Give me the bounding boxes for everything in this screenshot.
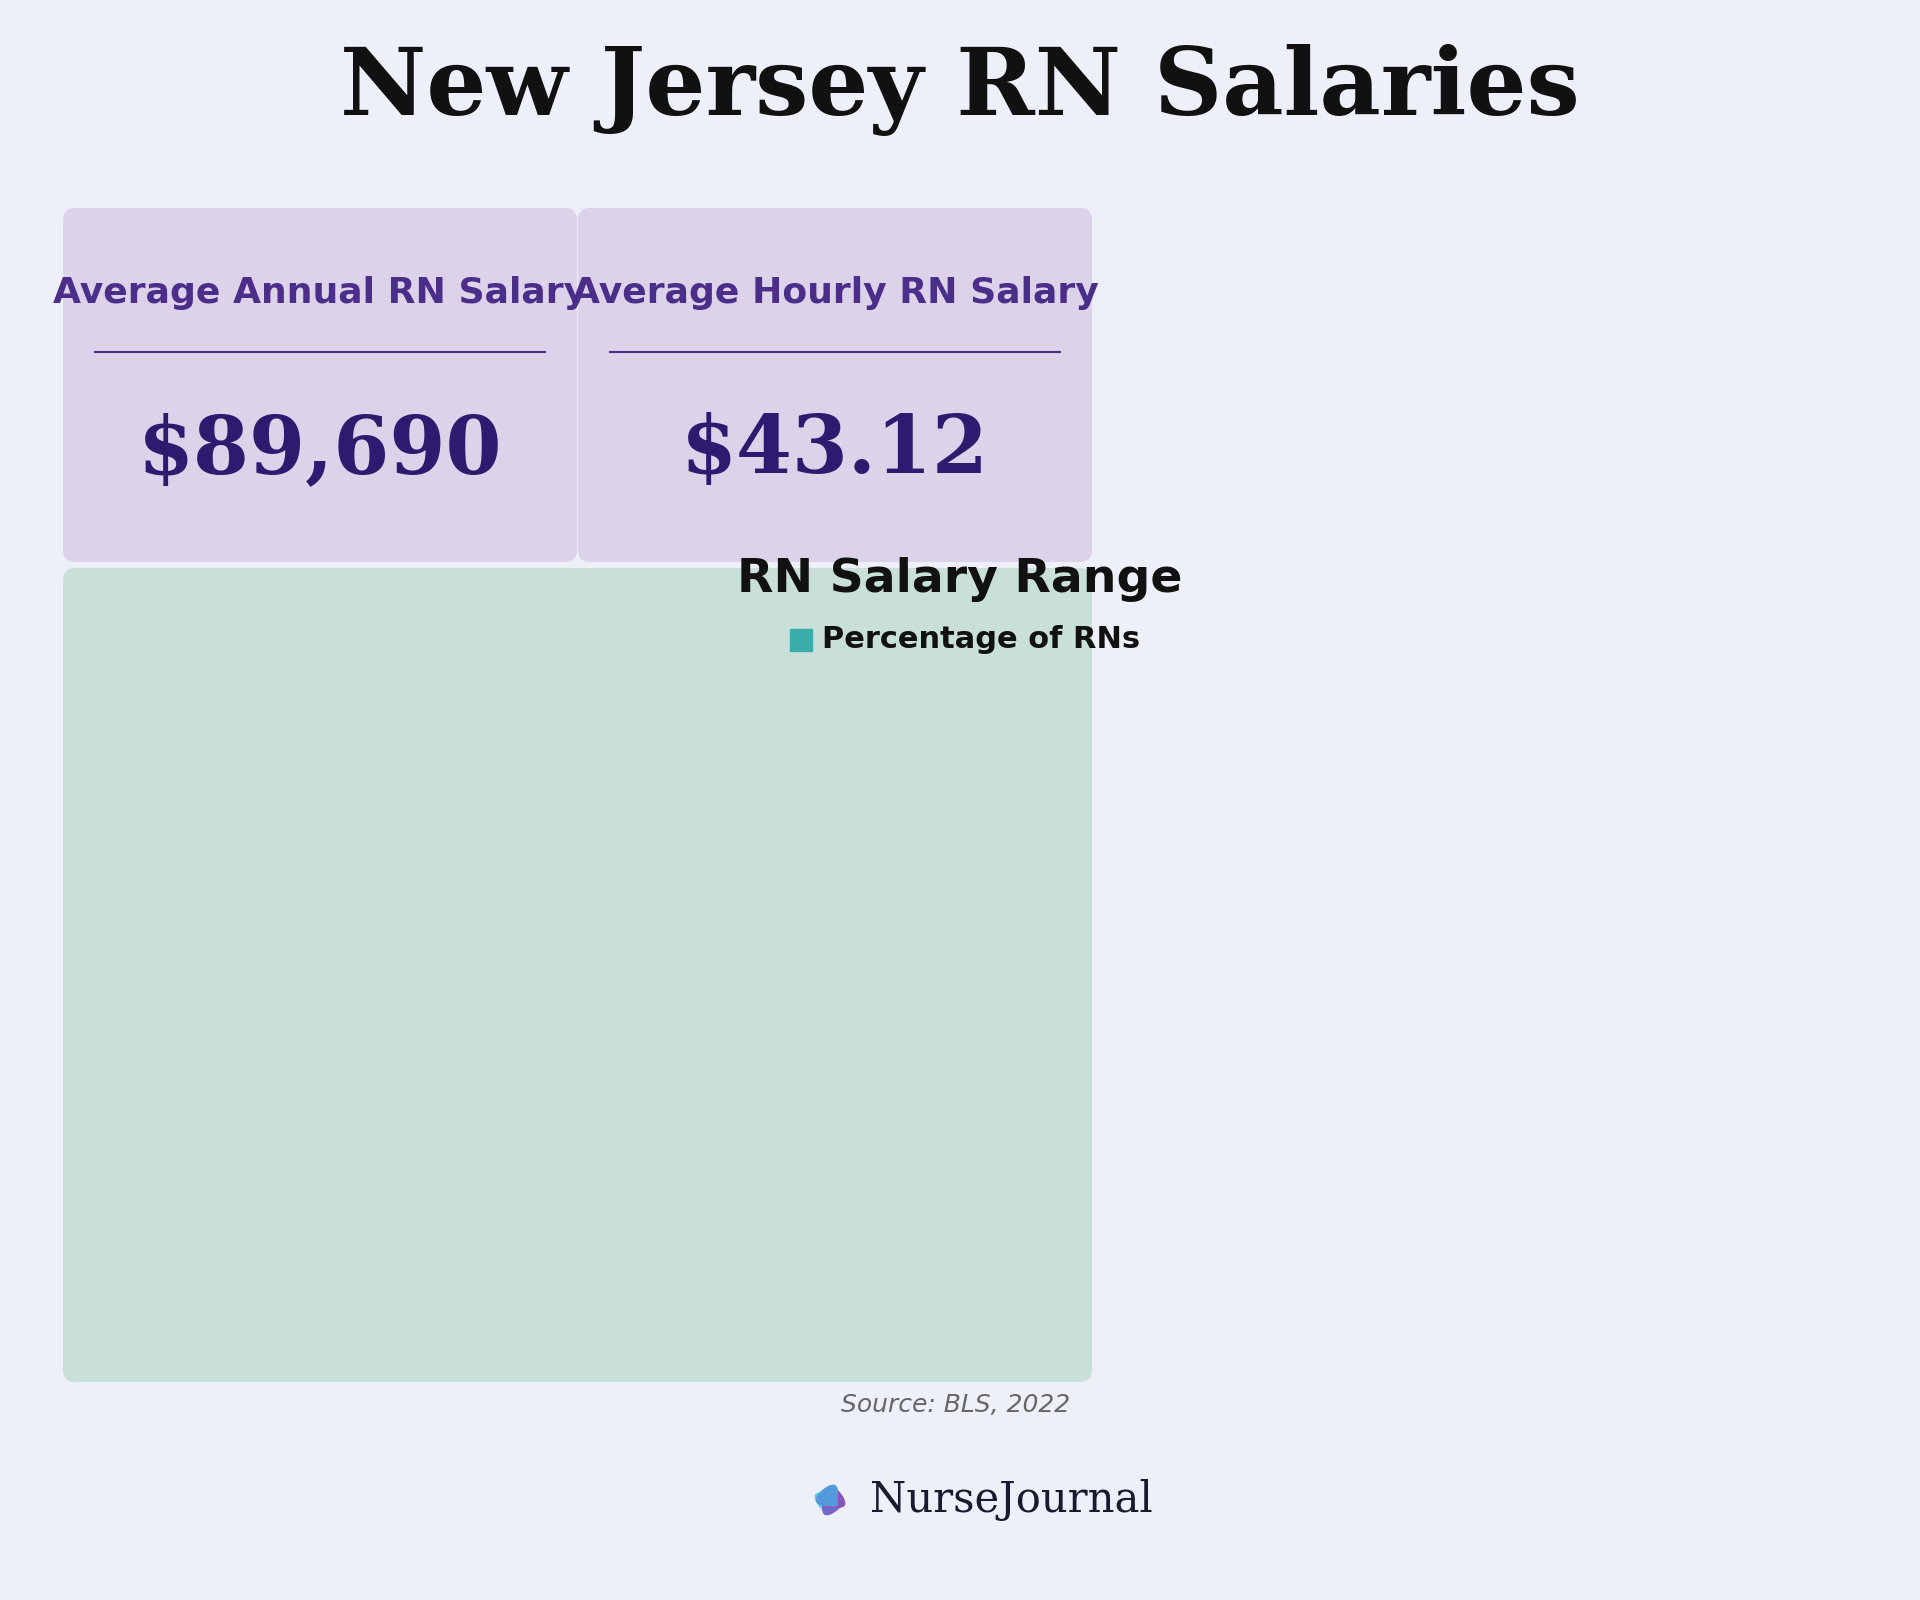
Text: RN Salary Range: RN Salary Range xyxy=(737,557,1183,603)
PathPatch shape xyxy=(824,1486,845,1507)
Text: NurseJournal: NurseJournal xyxy=(870,1478,1152,1522)
Text: New Jersey RN Salaries: New Jersey RN Salaries xyxy=(340,43,1580,136)
FancyBboxPatch shape xyxy=(63,568,1092,1382)
Bar xyxy=(730,1082,826,1310)
PathPatch shape xyxy=(822,1493,845,1515)
Text: $43.12: $43.12 xyxy=(682,411,989,490)
Text: Average Hourly RN Salary: Average Hourly RN Salary xyxy=(572,275,1098,309)
Text: Source: BLS, 2022: Source: BLS, 2022 xyxy=(841,1394,1069,1418)
Bar xyxy=(897,1219,993,1310)
PathPatch shape xyxy=(816,1485,837,1507)
Bar xyxy=(561,854,659,1310)
PathPatch shape xyxy=(814,1493,837,1514)
FancyBboxPatch shape xyxy=(578,208,1092,562)
Bar xyxy=(394,1082,492,1310)
Text: $89,690: $89,690 xyxy=(138,411,503,490)
Text: Percentage of RNs: Percentage of RNs xyxy=(822,626,1140,654)
Text: Average Annual RN Salary: Average Annual RN Salary xyxy=(54,275,588,309)
Bar xyxy=(789,629,812,651)
FancyBboxPatch shape xyxy=(63,208,578,562)
Bar xyxy=(227,1219,324,1310)
